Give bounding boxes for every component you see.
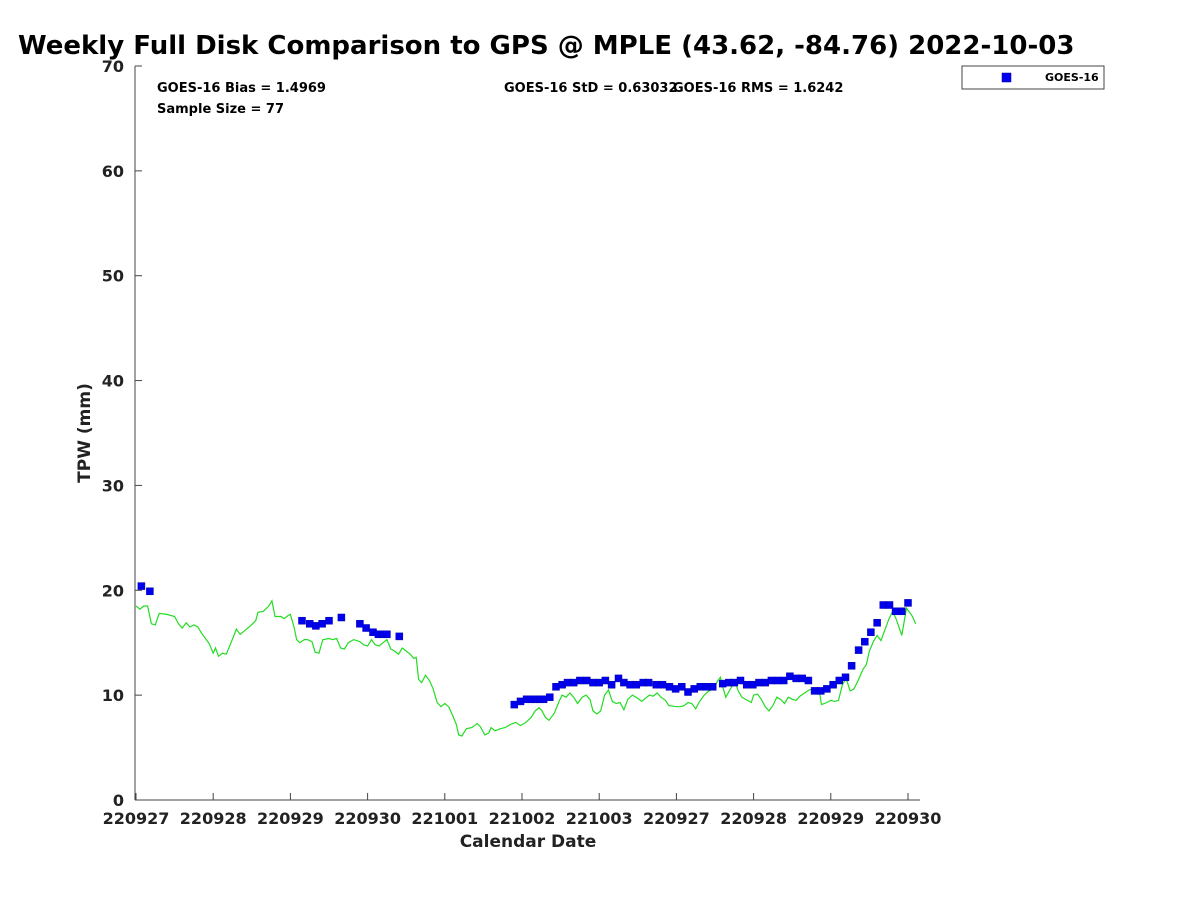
- y-tick-label: 60: [102, 162, 124, 181]
- x-tick-label: 220929: [257, 809, 324, 828]
- x-tick-label: 220928: [720, 809, 787, 828]
- data-point-goes-16: [546, 693, 554, 701]
- data-point-goes-16: [356, 620, 364, 628]
- x-ticks: 220927 220928 220929 220930 221001 221002 2210…: [103, 793, 942, 828]
- legend-label-goes-16: GOES-16: [1045, 71, 1099, 84]
- data-point-goes-16: [658, 680, 667, 689]
- x-tick-label: 220928: [180, 809, 247, 828]
- data-point-goes-16: [904, 599, 912, 607]
- x-tick-label: 220929: [797, 809, 864, 828]
- data-point-goes-16: [736, 676, 745, 685]
- data-point-goes-16: [867, 628, 875, 636]
- y-tick-label: 0: [113, 791, 124, 810]
- stat-bias: GOES-16 Bias = 1.4969: [157, 81, 326, 96]
- legend-box: [961, 65, 1105, 90]
- data-point-goes-16: [898, 607, 906, 616]
- x-tick-label: 220930: [875, 809, 942, 828]
- x-tick-label: 221002: [489, 809, 556, 828]
- data-point-goes-16: [337, 613, 346, 622]
- data-point-goes-16: [318, 620, 326, 628]
- data-point-goes-16: [829, 680, 837, 689]
- stat-std: GOES-16 StD = 0.63032: [504, 81, 678, 96]
- stat-sample-size: Sample Size = 77: [157, 102, 284, 117]
- legend-marker-goes-16: [1001, 72, 1012, 83]
- y-tick-label: 40: [102, 372, 124, 391]
- data-point-goes-16: [395, 632, 404, 641]
- y-tick-label: 10: [102, 686, 124, 705]
- series-layer: [135, 582, 917, 737]
- data-point-goes-16: [576, 676, 584, 685]
- data-point-goes-16: [607, 680, 616, 689]
- y-axis-label: TPW (mm): [75, 383, 95, 483]
- data-point-goes-16: [383, 630, 391, 639]
- y-ticks: 0 10 20 30 40 50 60 70: [102, 57, 142, 810]
- data-point-goes-16: [644, 678, 653, 687]
- data-point-goes-16: [873, 619, 881, 627]
- x-tick-label: 220927: [103, 809, 170, 828]
- x-tick-label: 220927: [643, 809, 710, 828]
- data-point-goes-16: [137, 582, 146, 590]
- data-point-goes-16: [885, 601, 894, 609]
- y-tick-label: 30: [102, 476, 124, 495]
- legend: GOES-16: [961, 65, 1105, 90]
- data-point-goes-16: [861, 637, 869, 646]
- data-point-goes-16: [823, 685, 831, 693]
- data-point-goes-16: [708, 683, 717, 691]
- x-tick-label: 221001: [411, 809, 478, 828]
- y-tick-label: 70: [102, 57, 124, 76]
- data-point-goes-16: [601, 676, 610, 685]
- data-point-goes-16: [632, 680, 641, 689]
- plot-frame: [134, 66, 920, 801]
- data-point-goes-16: [847, 662, 856, 670]
- data-point-goes-16: [614, 674, 623, 683]
- data-point-goes-16: [298, 616, 306, 625]
- series-line-gps: [135, 599, 917, 737]
- chart-title: Weekly Full Disk Comparison to GPS @ MPL…: [18, 31, 1074, 61]
- data-point-goes-16: [678, 683, 686, 691]
- stat-rms: GOES-16 RMS = 1.6242: [673, 81, 843, 96]
- data-point-goes-16: [325, 616, 333, 625]
- y-tick-label: 50: [102, 267, 124, 286]
- x-tick-label: 220930: [334, 809, 401, 828]
- data-point-goes-16: [362, 624, 370, 632]
- data-point-goes-16: [841, 673, 850, 682]
- data-point-goes-16: [779, 676, 788, 685]
- x-axis-label: Calendar Date: [460, 832, 597, 852]
- x-tick-label: 221003: [566, 809, 633, 828]
- data-point-goes-16: [146, 587, 154, 596]
- y-tick-label: 20: [102, 581, 124, 600]
- data-point-goes-16: [854, 646, 863, 654]
- data-point-goes-16: [804, 676, 813, 685]
